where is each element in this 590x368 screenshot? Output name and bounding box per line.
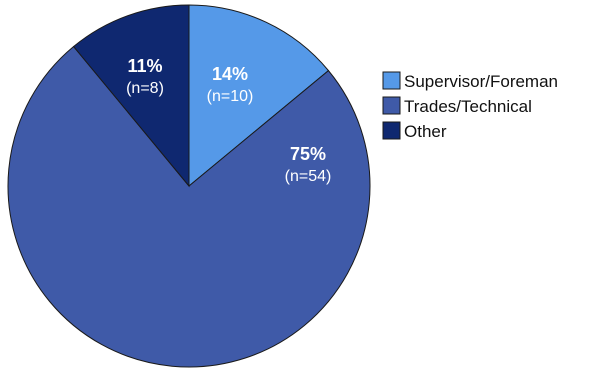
- slice-percent-label: 11%: [127, 56, 162, 76]
- slice-percent-label: 75%: [290, 144, 326, 164]
- pie-slice-trades-technical: [7, 45, 371, 368]
- pie-slice-supervisor-foreman: [188, 4, 330, 188]
- legend-label: Supervisor/Foreman: [404, 72, 558, 91]
- pie-slice-other: [72, 4, 190, 188]
- legend-swatch: [382, 96, 401, 115]
- legend-swatch: [382, 121, 401, 140]
- pie-slices: [7, 4, 371, 368]
- legend-label: Trades/Technical: [404, 97, 532, 116]
- legend-swatch: [382, 71, 401, 90]
- legend: Supervisor/Foreman Trades/Technical Other: [382, 71, 558, 141]
- slice-count-label: (n=54): [285, 168, 332, 185]
- slice-count-label: (n=10): [207, 88, 254, 105]
- slice-count-label: (n=8): [126, 80, 164, 97]
- pie-slice-labels: 14% (n=10) 75% (n=54) 11% (n=8): [126, 56, 331, 185]
- legend-label: Other: [404, 122, 447, 141]
- slice-percent-label: 14%: [212, 64, 248, 84]
